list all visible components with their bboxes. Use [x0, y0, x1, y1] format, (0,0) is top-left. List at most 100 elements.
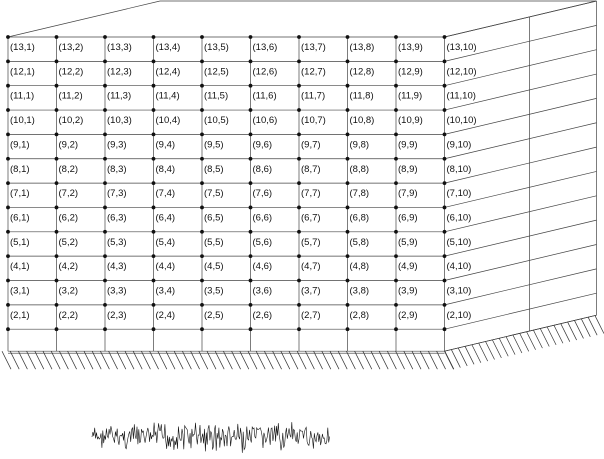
node-label: (9,6) [253, 139, 273, 150]
side-diagonal [444, 292, 597, 330]
node-label: (4,9) [398, 261, 418, 272]
node-label: (12,9) [398, 66, 423, 77]
node-dot [345, 302, 350, 307]
node-labels: (2,1) (2,2) (2,3) (2,4) (2,5) (2,6) (2,7) (2,8)… [10, 42, 477, 321]
node-label: (3,4) [156, 286, 176, 297]
node-label: (4,5) [204, 261, 224, 272]
node-label: (4,2) [59, 261, 79, 272]
node-label: (3,2) [59, 286, 79, 297]
node-dot [54, 83, 59, 88]
node-label: (6,1) [10, 212, 30, 223]
node-dot [103, 278, 107, 283]
side-diagonal [444, 268, 597, 306]
ground-hatch-stroke [214, 351, 225, 370]
side-diagonal [444, 0, 597, 38]
node-dot [394, 229, 398, 234]
node-dot [6, 83, 10, 88]
ground-hatch-stroke [26, 351, 36, 370]
node-label: (6,4) [156, 212, 176, 223]
node-dot [6, 156, 10, 161]
node-dot [54, 278, 59, 283]
node-dot [442, 83, 447, 88]
node-dot [248, 302, 253, 307]
node-label: (2,5) [204, 310, 224, 321]
node-dot [297, 229, 301, 234]
node-label: (8,3) [107, 164, 127, 175]
node-dot [6, 132, 10, 137]
ground-hatch-stroke [403, 351, 414, 370]
node-dot [248, 156, 253, 161]
ground-hatch-stroke [141, 351, 151, 370]
node-dot [103, 156, 107, 161]
node-label: (8,7) [301, 164, 321, 175]
ground-hatch-stroke [182, 351, 192, 370]
node-dot [103, 108, 107, 112]
ground-hatch-stroke [478, 342, 489, 362]
node-label: (10,7) [301, 115, 326, 126]
node-label: (13,9) [398, 42, 423, 53]
node-label: (13,1) [10, 42, 35, 53]
node-dot [54, 59, 59, 64]
node-dot [200, 132, 204, 137]
node-label: (9,2) [59, 139, 79, 150]
node-label: (5,3) [107, 237, 127, 248]
node-label: (5,6) [253, 237, 273, 248]
node-dot [394, 302, 398, 307]
node-label: (4,10) [447, 261, 472, 272]
node-label: (5,7) [301, 237, 321, 248]
ground-hatch-stroke [378, 351, 389, 370]
node-label: (13,2) [59, 42, 84, 53]
ground-hatch-stroke [574, 320, 584, 339]
node-label: (13,8) [350, 42, 375, 53]
node-label: (12,5) [204, 66, 229, 77]
node-label: (8,10) [447, 164, 472, 175]
node-label: (11,3) [107, 91, 131, 102]
node-label: (9,5) [204, 139, 224, 150]
node-dot [200, 108, 204, 112]
node-dot [151, 205, 156, 210]
ground-hatch-stroke [9, 351, 20, 370]
node-label: (2,2) [59, 310, 79, 321]
side-diagonal [444, 244, 597, 281]
node-dot [151, 254, 156, 259]
node-label: (3,8) [350, 286, 370, 297]
node-dot [345, 278, 350, 283]
node-dot [54, 35, 59, 39]
node-dot [103, 229, 107, 234]
side-diagonal [444, 195, 597, 233]
node-dot [151, 229, 156, 234]
ground-hatch-stroke [264, 351, 274, 370]
node-label: (10,1) [10, 115, 35, 126]
node-dot [297, 205, 301, 210]
node-dot [6, 108, 10, 112]
ground-hatch-stroke [296, 351, 307, 370]
ground-hatch-stroke [505, 336, 516, 355]
ground-hatch-stroke [533, 329, 543, 349]
node-label: (6,8) [350, 212, 370, 223]
node-label: (11,10) [447, 91, 476, 102]
ground-hatch-stroke [370, 351, 381, 370]
node-dot [345, 181, 350, 186]
node-dot [394, 35, 398, 39]
ground-hatch-stroke [567, 321, 577, 341]
node-dot [6, 181, 10, 186]
ground-hatch-stroke [173, 351, 184, 370]
node-dot [103, 59, 107, 64]
ground-hatch-stroke [313, 351, 323, 370]
ground-hatch-stroke [411, 351, 422, 370]
node-dot [297, 327, 301, 332]
ground-hatch-stroke [165, 351, 176, 370]
node-label: (3,1) [10, 286, 30, 297]
ground-hatch-stroke [255, 351, 266, 370]
node-label: (2,1) [10, 310, 30, 321]
side-diagonal [444, 219, 597, 257]
node-label: (3,7) [301, 286, 321, 297]
node-label: (5,10) [447, 237, 472, 248]
node-dot [345, 254, 350, 259]
node-dot [200, 205, 204, 210]
node-dot [345, 35, 350, 39]
ground-hatch-stroke [198, 351, 209, 370]
node-label: (8,9) [398, 164, 418, 175]
side-diagonal [444, 73, 597, 111]
node-label: (4,4) [156, 261, 176, 272]
